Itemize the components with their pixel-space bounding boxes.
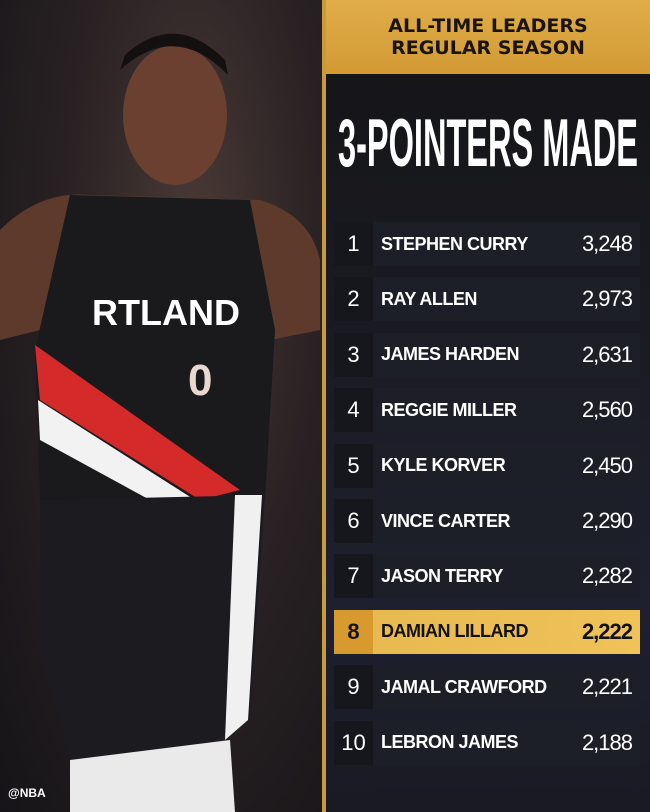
rank: 8 <box>334 609 373 654</box>
rank: 3 <box>334 332 373 377</box>
three-pointers-value: 2,188 <box>581 729 633 755</box>
leader-row: 7 JASON TERRY 2,282 <box>334 554 640 599</box>
leg-sleeves <box>70 740 235 812</box>
player-name: RAY ALLEN <box>381 288 477 309</box>
rank: 10 <box>334 720 373 765</box>
leader-row: 9 JAMAL CRAWFORD 2,221 <box>334 665 640 710</box>
player-name: STEPHEN CURRY <box>381 233 528 254</box>
jersey-stripe-red <box>35 345 240 500</box>
rank: 7 <box>334 554 373 599</box>
rank: 4 <box>334 388 373 433</box>
three-pointers-value: 2,560 <box>581 397 633 423</box>
jersey-text: RTLAND <box>92 292 240 333</box>
stat-title-wrapper: 3-POINTERS MADE <box>338 105 638 180</box>
leader-row: 10 LEBRON JAMES 2,188 <box>334 720 640 765</box>
three-pointers-value: 2,290 <box>581 508 633 533</box>
three-pointers-value: 2,631 <box>581 341 633 367</box>
leader-row: 1 STEPHEN CURRY 3,248 <box>334 222 640 266</box>
player-name: KYLE KORVER <box>381 455 506 476</box>
player-name: LEBRON JAMES <box>381 732 519 753</box>
shorts-stripe <box>225 495 262 740</box>
player-name: VINCE CARTER <box>381 510 511 531</box>
leader-row: 2 RAY ALLEN 2,973 <box>334 277 640 322</box>
player-name: DAMIAN LILLARD <box>381 621 528 642</box>
three-pointers-value: 2,973 <box>581 286 633 312</box>
rank: 6 <box>334 499 373 543</box>
three-pointers-value: 2,222 <box>581 618 633 644</box>
shorts <box>40 495 265 760</box>
player-name: JAMAL CRAWFORD <box>381 676 547 697</box>
header-banner: ALL-TIME LEADERS REGULAR SEASON <box>326 0 650 74</box>
player-name: JAMES HARDEN <box>381 344 520 365</box>
nba-watermark: @NBA <box>8 786 46 800</box>
stat-title: 3-POINTERS MADE <box>338 105 638 180</box>
player-hair <box>120 33 228 75</box>
leader-row-highlighted: 8 DAMIAN LILLARD 2,222 <box>334 609 640 654</box>
three-pointers-value: 2,221 <box>581 674 633 700</box>
leaders-panel: ALL-TIME LEADERS REGULAR SEASON 3-POINTE… <box>326 0 650 812</box>
jersey-number: 0 <box>188 356 212 405</box>
player-name: REGGIE MILLER <box>381 399 517 420</box>
rank: 2 <box>334 277 373 322</box>
rank: 9 <box>334 665 373 710</box>
jersey-stripe-white <box>38 400 195 500</box>
gold-divider <box>322 0 326 812</box>
player-name: JASON TERRY <box>381 565 503 586</box>
header-line-1: ALL-TIME LEADERS <box>388 15 588 37</box>
leader-row: 5 KYLE KORVER 2,450 <box>334 443 640 488</box>
leader-row: 4 REGGIE MILLER 2,560 <box>334 388 640 433</box>
three-pointers-value: 2,282 <box>581 563 633 589</box>
three-pointers-value: 2,450 <box>581 452 633 478</box>
leader-row: 6 VINCE CARTER 2,290 <box>334 499 640 543</box>
three-pointers-value: 3,248 <box>581 231 633 256</box>
rank: 5 <box>334 443 373 488</box>
player-photo: RTLAND 0 @NBA <box>0 0 322 812</box>
player-head <box>123 45 227 185</box>
rank: 1 <box>334 222 373 266</box>
header-line-2: REGULAR SEASON <box>391 37 585 59</box>
leader-row: 3 JAMES HARDEN 2,631 <box>334 332 640 377</box>
